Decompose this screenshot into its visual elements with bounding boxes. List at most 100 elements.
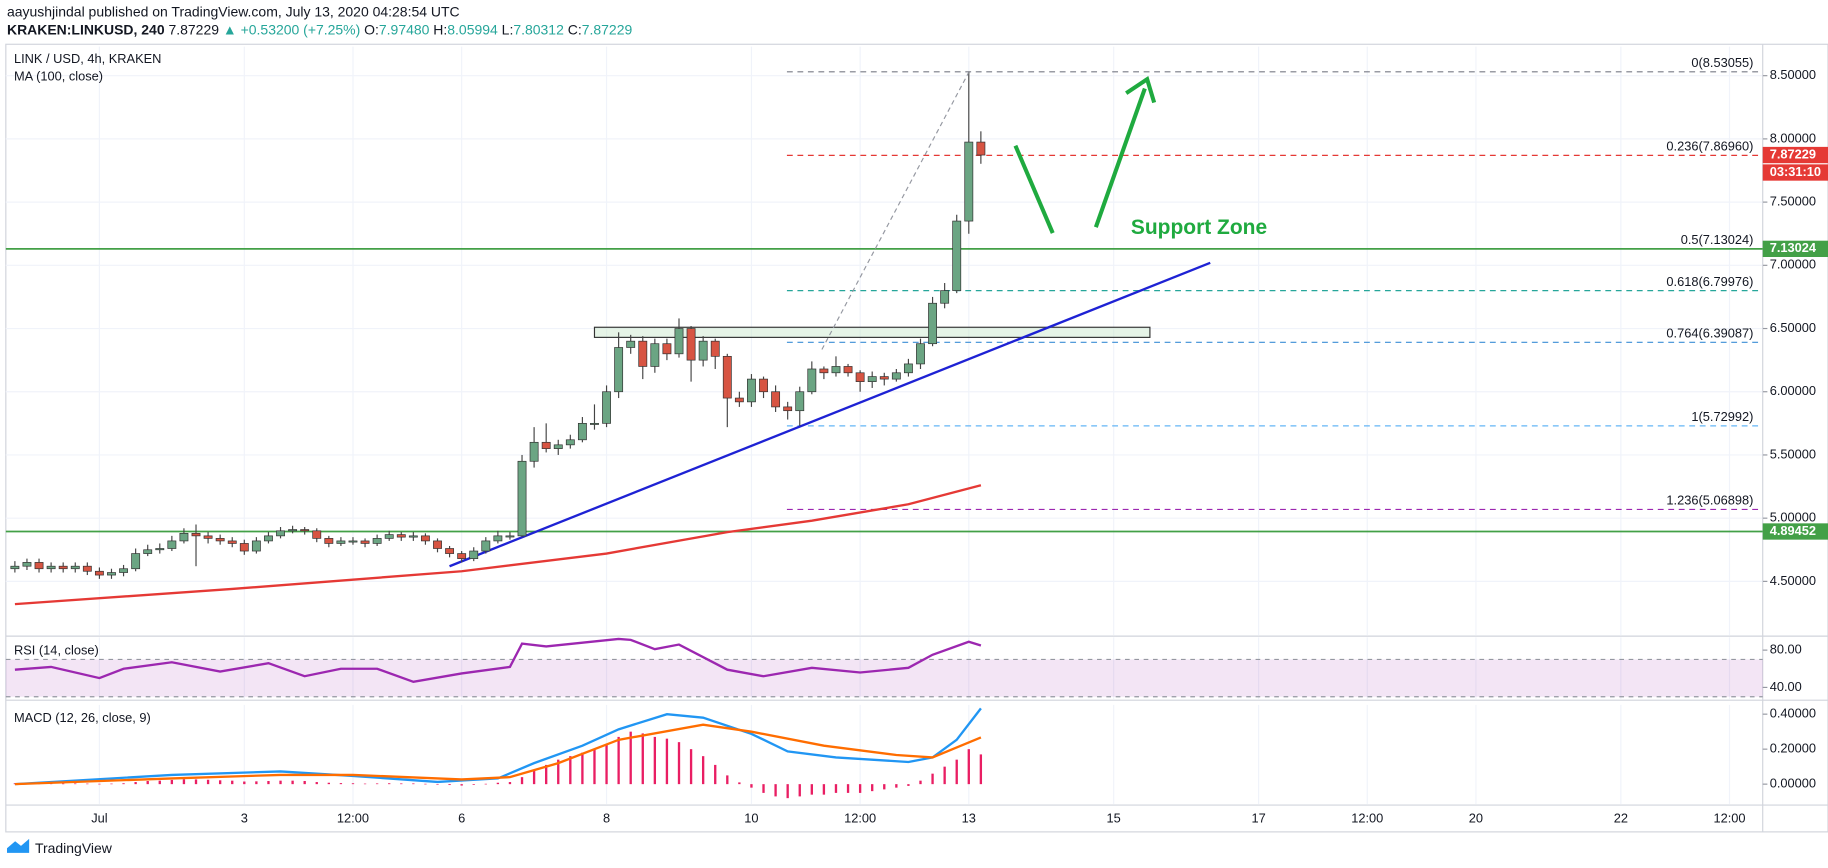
candle-body <box>131 553 141 570</box>
arrow-head <box>1125 76 1157 104</box>
histogram-bar <box>895 784 898 788</box>
x-tick-label: Jul <box>91 810 107 825</box>
histogram-bar <box>846 784 850 793</box>
candle-body <box>433 540 442 549</box>
x-tick-label: 22 <box>1614 810 1628 825</box>
candle-body <box>577 422 587 441</box>
histogram-bar <box>629 731 632 785</box>
histogram-bar <box>545 764 548 785</box>
histogram-bar <box>665 738 669 785</box>
rsi-band <box>5 659 1763 697</box>
histogram-bar <box>520 777 524 785</box>
histogram-bar <box>74 783 77 785</box>
candle-body <box>372 538 382 544</box>
y-tick-label: 6.50000 <box>1770 320 1816 335</box>
x-tick-label: 13 <box>962 810 976 825</box>
candle-body <box>734 397 744 403</box>
histogram-bar <box>170 779 174 785</box>
histogram-bar <box>339 783 343 785</box>
x-tick-label: 8 <box>603 810 610 825</box>
candle-body <box>203 535 213 539</box>
histogram-bar <box>798 784 801 797</box>
candle-body <box>843 366 853 374</box>
histogram-bar <box>834 784 838 793</box>
fib-label: 1.236(5.06898) <box>1666 493 1753 508</box>
histogram-bar <box>677 742 681 785</box>
price-label: 4.89452 <box>1770 523 1816 538</box>
histogram-bar <box>931 773 934 785</box>
legend-entry: MA (100, close) <box>14 68 103 83</box>
change: ▲ +0.53200 (+7.25%) <box>223 21 360 37</box>
candle-body <box>928 302 938 345</box>
y-tick-label: 5.50000 <box>1770 446 1816 461</box>
candle-body <box>481 540 491 552</box>
histogram-bar <box>701 756 705 785</box>
price-label-box <box>1762 146 1828 164</box>
histogram-bar <box>653 736 657 785</box>
histogram-bar <box>750 784 753 788</box>
ohlc-key: O: <box>364 21 379 37</box>
price-label-box <box>1762 523 1828 540</box>
candle-body <box>565 439 575 446</box>
candle-body <box>807 368 817 393</box>
candle-body <box>891 372 901 380</box>
candle-body <box>650 343 660 367</box>
candle-body <box>747 378 756 403</box>
candle-body <box>276 530 285 537</box>
price-label: 7.13024 <box>1770 240 1817 255</box>
histogram-bar <box>810 784 813 795</box>
candle-body <box>119 568 128 573</box>
candle-body <box>312 530 322 539</box>
candle-body <box>348 540 358 543</box>
candle-body <box>155 548 165 551</box>
histogram-bar <box>110 783 113 785</box>
candle-body <box>759 378 768 393</box>
candle-body <box>553 444 563 449</box>
candle-body <box>82 565 92 572</box>
histogram-bar <box>508 782 512 785</box>
support-zone <box>593 326 1151 338</box>
histogram-bar <box>484 783 487 785</box>
candle-body <box>360 540 370 544</box>
y-tick-label: 8.50000 <box>1770 67 1816 82</box>
histogram-bar <box>617 736 620 785</box>
histogram-bar <box>315 782 318 785</box>
series-line <box>14 723 982 786</box>
candle-body <box>590 422 599 425</box>
histogram-bar <box>412 783 415 785</box>
y-tick-label: 8.00000 <box>1770 130 1816 145</box>
histogram-bar <box>424 783 427 785</box>
fib-label: 0.5(7.13024) <box>1681 232 1754 247</box>
candle-body <box>529 441 539 462</box>
series-line <box>449 261 1211 568</box>
candle-body <box>940 290 950 304</box>
candle-body <box>710 340 720 357</box>
ohlc-value: 7.87229 <box>582 21 633 37</box>
countdown: 03:31:10 <box>1770 164 1821 179</box>
histogram-bar <box>436 784 439 785</box>
histogram-bar <box>786 784 789 799</box>
histogram-bar <box>122 783 125 785</box>
histogram-bar <box>532 770 536 785</box>
candle-body <box>179 532 189 542</box>
histogram-bar <box>955 759 958 785</box>
histogram-bar <box>375 783 379 785</box>
pane-title: LINK / USD, 4h, KRAKEN <box>14 51 161 66</box>
candle-body <box>976 141 986 156</box>
candle-body <box>698 340 708 361</box>
histogram-bar <box>689 749 693 785</box>
histogram-bar <box>13 783 17 785</box>
histogram-bar <box>231 780 234 785</box>
histogram-bar <box>907 784 910 786</box>
histogram-bar <box>243 781 246 785</box>
candle-body <box>143 549 153 554</box>
histogram-bar <box>388 783 391 785</box>
histogram-bar <box>86 783 89 785</box>
logo <box>6 838 30 853</box>
histogram-bar <box>979 754 983 785</box>
fib-label: 0.764(6.39087) <box>1666 326 1753 341</box>
y-tick-label: 6.00000 <box>1770 383 1816 398</box>
candle-body <box>215 538 225 542</box>
histogram-bar <box>146 780 149 785</box>
histogram-bar <box>472 784 475 785</box>
